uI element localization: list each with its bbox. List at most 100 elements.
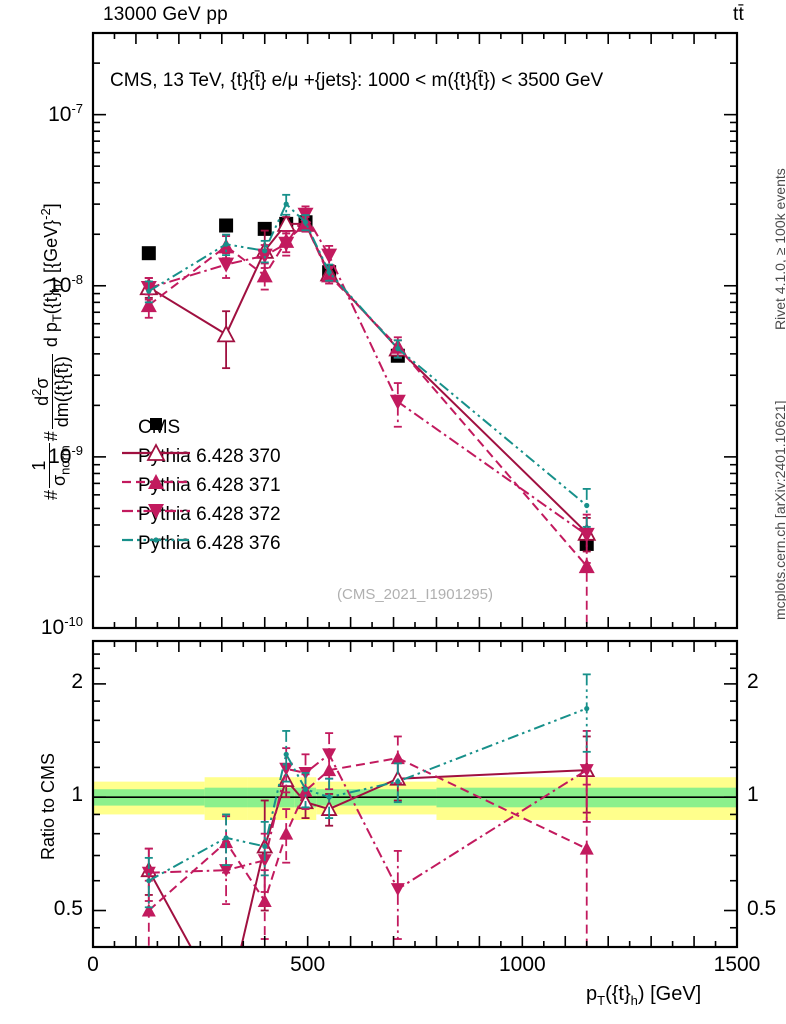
y-tick-label: 10-9 [48,442,83,468]
legend-label: Pythia 6.428 372 [138,503,281,525]
series-pythia-6-428-371 [141,735,594,947]
legend-entry[interactable]: Pythia 6.428 376 [120,529,281,558]
legend-key [122,537,190,543]
legend-key [122,504,190,519]
legend-entry[interactable]: CMS [120,413,180,442]
data-marker [584,705,590,712]
main-panel-data [139,193,597,628]
data-marker [326,794,332,800]
data-marker [302,786,309,792]
data-marker [579,841,594,855]
data-marker [256,267,273,283]
x-axis-label: pT({t}h) [GeV] [586,983,701,1008]
data-marker [390,883,405,897]
x-axis-label-tail: ) [GeV] [637,983,702,1005]
data-marker [216,324,236,343]
y-tick-label: 10-8 [48,271,83,297]
data-marker [146,443,166,461]
data-marker [153,537,159,543]
ratio-tick-label-right: 1 [747,783,759,807]
data-marker [389,769,407,786]
series-line [148,752,588,891]
mcplots-source-label: mcplots.cern.ch [arXiv:2401.10621] [772,400,786,620]
legend-entry[interactable]: Pythia 6.428 370 [120,442,281,471]
ratio-tick-label-left: 1 [71,783,83,807]
data-marker [223,835,229,841]
data-marker [141,246,156,261]
legend-marker-group [150,418,162,430]
x-tick-label: 1500 [713,953,761,976]
analysis-watermark: (CMS_2021_I1901295) [337,586,493,603]
data-marker [584,502,590,509]
series-pythia-6-428-376 [144,673,591,909]
x-axis-label-sub-t: T [597,993,606,1008]
legend-key [150,418,162,430]
data-marker [283,201,289,207]
header-beam-label: 13000 GeV pp [103,4,228,25]
data-marker [279,826,294,840]
series-line [148,212,588,536]
data-marker [148,474,164,489]
data-marker [395,345,401,352]
data-marker [579,764,594,778]
data-marker [321,248,338,264]
ratio-axis-label: Ratio to CMS [38,752,58,860]
rivet-version-label: Rivet 4.1.0, ≥ 100k events [772,168,786,330]
y-tick-label: 10-10 [40,614,83,639]
data-marker [578,527,595,543]
data-marker [578,558,595,574]
data-marker [302,219,309,225]
data-marker [146,878,152,884]
data-marker [262,843,268,850]
y-tick-label: 10-7 [48,100,83,126]
legend-label: Pythia 6.428 376 [138,532,281,554]
data-marker [326,269,332,275]
data-marker [389,394,406,410]
data-marker [219,864,234,878]
ratio-tick-label-right: 2 [747,669,759,693]
series-pythia-6-428-376 [144,193,591,528]
data-marker [283,751,289,757]
legend-key [122,474,190,489]
x-tick-label: 0 [87,953,99,976]
ratio-panel-data [140,673,596,947]
data-marker [140,297,157,313]
legend-key [122,443,190,461]
x-tick-label: 1000 [498,953,546,976]
panel-title: CMS, 13 TeV, {t}{t̄} e/μ +{jets}: 1000 <… [110,70,604,91]
legend-marker-group [153,537,159,543]
series-line [148,707,588,882]
x-axis-label-sub-h: h [630,993,638,1008]
x-axis-label-rest: ({t} [605,983,631,1005]
data-marker [278,236,295,252]
header-process-label: tt̄ [733,4,744,25]
legend-marker-group [146,443,166,461]
data-marker [223,241,229,247]
series-pythia-6-428-371 [140,215,595,628]
uncertainty-bands [93,777,737,820]
ratio-tick-label-right: 0.5 [747,896,777,920]
data-marker [146,288,152,294]
series-line [148,757,588,912]
legend-label: Pythia 6.428 370 [138,445,281,467]
ratio-tick-label-left: 0.5 [53,896,83,920]
data-marker [150,418,162,430]
data-marker [395,779,401,785]
x-tick-label: 500 [290,953,326,976]
legend-label: Pythia 6.428 371 [138,474,281,496]
data-marker [218,257,235,273]
data-marker [322,748,337,762]
data-marker [390,751,405,765]
ratio-tick-label-left: 2 [71,669,83,693]
data-marker [219,218,234,233]
legend-entry[interactable]: Pythia 6.428 372 [120,500,281,529]
data-marker [257,221,272,236]
legend-entry[interactable]: Pythia 6.428 371 [120,471,281,500]
data-marker [148,504,164,519]
data-marker [141,903,156,917]
data-marker [262,248,268,254]
legend-marker-group [148,474,164,489]
data-marker [257,893,272,907]
